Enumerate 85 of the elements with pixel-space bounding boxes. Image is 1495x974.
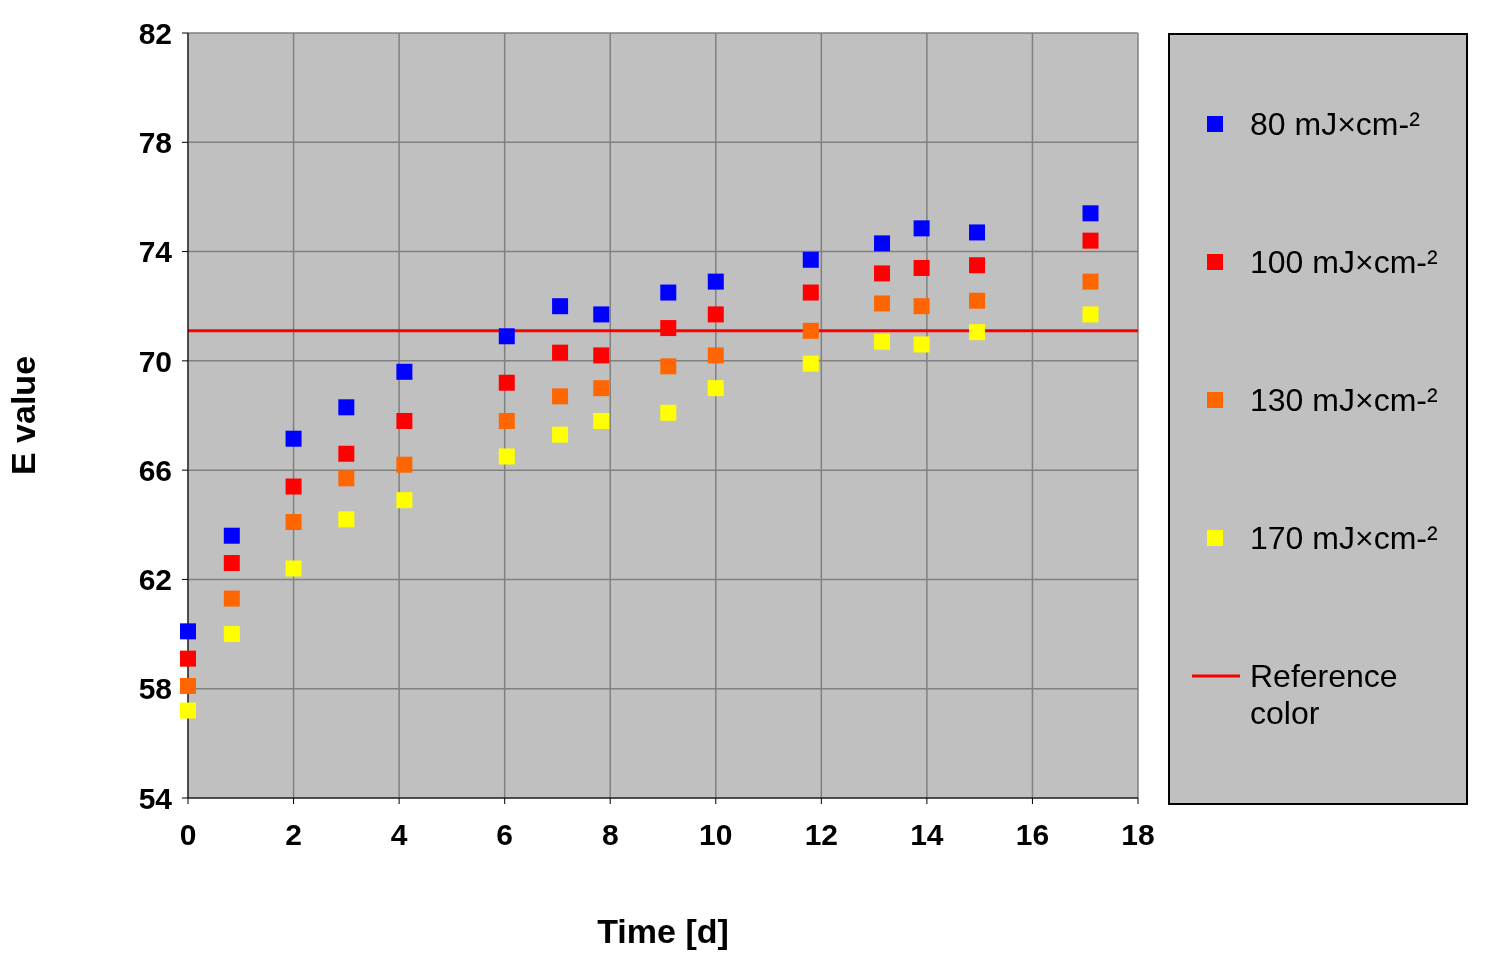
point — [913, 336, 930, 353]
x-tick-label: 0 — [179, 818, 197, 852]
x-tick-label: 6 — [496, 818, 514, 852]
y-tick-label: 58 — [138, 672, 172, 706]
point — [660, 284, 677, 301]
point — [396, 456, 413, 473]
x-axis-title: Time [d] — [597, 912, 729, 950]
point — [285, 430, 302, 447]
point — [969, 324, 986, 341]
point — [969, 292, 986, 309]
point — [223, 527, 240, 544]
point — [874, 265, 891, 282]
point — [180, 623, 196, 640]
y-tick-label: 54 — [138, 781, 173, 815]
point — [552, 426, 569, 443]
legend-label: Reference color — [1250, 658, 1399, 733]
point — [1082, 232, 1099, 249]
point — [802, 322, 819, 339]
point — [223, 590, 240, 607]
point — [593, 347, 610, 364]
point — [707, 273, 724, 290]
point — [660, 320, 677, 337]
point — [223, 626, 240, 643]
point — [338, 511, 355, 528]
point — [969, 224, 986, 241]
point — [396, 363, 413, 380]
point — [1082, 205, 1099, 222]
legend-label: 100 mJ×cm-² — [1250, 243, 1439, 281]
point — [913, 220, 930, 237]
x-tick-label: 2 — [285, 818, 302, 852]
point — [707, 306, 724, 323]
point — [593, 380, 610, 397]
x-tick-label: 12 — [804, 818, 839, 852]
legend-label: 130 mJ×cm-² — [1250, 381, 1439, 419]
x-tick-label: 14 — [910, 818, 944, 852]
point — [913, 259, 930, 276]
y-tick-label: 62 — [138, 563, 172, 597]
point — [498, 412, 515, 429]
point — [396, 492, 413, 509]
point — [1082, 273, 1099, 290]
point — [285, 560, 302, 577]
point — [180, 650, 196, 667]
y-tick-label: 66 — [138, 453, 172, 487]
x-tick-label: 10 — [699, 818, 733, 852]
point — [498, 328, 515, 345]
point — [874, 295, 891, 312]
point — [338, 445, 355, 462]
y-axis-title: E value — [4, 355, 43, 476]
x-tick-label: 8 — [601, 818, 619, 852]
y-tick-label: 74 — [138, 235, 173, 269]
point — [969, 257, 986, 274]
point — [552, 344, 569, 361]
point — [552, 298, 569, 315]
point — [498, 448, 515, 465]
point — [180, 702, 196, 719]
point — [593, 412, 610, 429]
point — [223, 555, 240, 572]
point — [180, 677, 196, 694]
point — [285, 478, 302, 495]
point — [913, 298, 930, 315]
point — [552, 388, 569, 405]
y-tick-label: 78 — [138, 125, 172, 159]
point — [707, 380, 724, 397]
point — [707, 347, 724, 364]
point — [802, 251, 819, 268]
point — [660, 404, 677, 421]
point — [660, 358, 677, 375]
point — [874, 235, 891, 252]
point — [593, 306, 610, 323]
point — [874, 333, 891, 350]
point — [285, 514, 302, 531]
point — [1082, 306, 1099, 323]
point — [396, 412, 413, 429]
point — [338, 399, 355, 416]
x-tick-label: 4 — [390, 818, 408, 852]
y-tick-label: 82 — [138, 16, 172, 50]
point — [338, 470, 355, 487]
x-tick-label: 18 — [1121, 818, 1155, 852]
legend-label: 80 mJ×cm-² — [1250, 105, 1421, 143]
y-tick-label: 70 — [138, 344, 172, 378]
point — [802, 284, 819, 301]
point — [802, 355, 819, 372]
point — [498, 374, 515, 391]
x-tick-label: 16 — [1015, 818, 1050, 852]
legend-label: 170 mJ×cm-² — [1250, 520, 1439, 558]
